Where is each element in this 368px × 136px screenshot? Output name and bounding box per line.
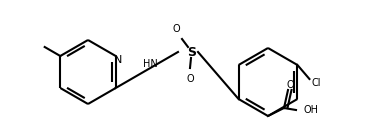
Text: OH: OH [304, 105, 319, 115]
Text: N: N [113, 55, 122, 65]
Text: Cl: Cl [311, 78, 321, 88]
Text: O: O [186, 74, 194, 84]
Text: HN: HN [144, 59, 158, 69]
Text: O: O [172, 24, 180, 34]
Text: O: O [286, 80, 294, 90]
Text: S: S [188, 46, 197, 58]
